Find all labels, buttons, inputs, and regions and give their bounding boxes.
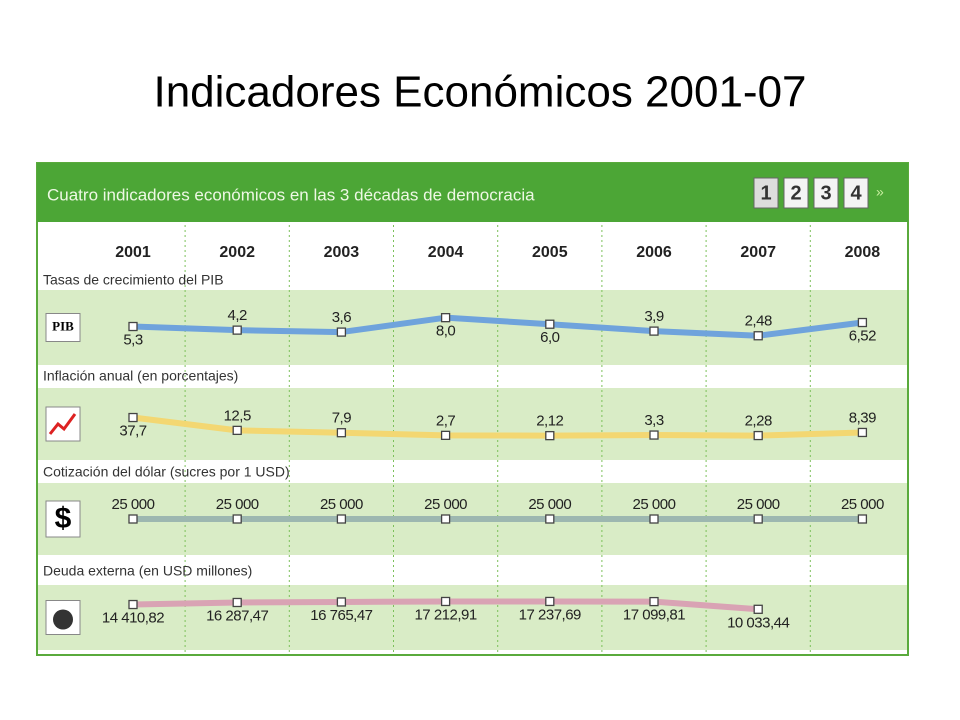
value-label: 10 033,44	[727, 614, 789, 631]
value-label: 17 237,69	[519, 606, 581, 623]
value-label: 17 212,91	[414, 606, 476, 623]
data-point	[753, 514, 763, 524]
year-label: 2008	[845, 244, 881, 261]
value-label: 25 000	[841, 496, 884, 513]
value-label: 7,9	[332, 410, 352, 427]
data-point	[128, 514, 138, 524]
year-label: 2006	[636, 244, 672, 261]
data-point	[232, 425, 242, 436]
data-point	[336, 428, 347, 438]
value-label: 25 000	[112, 496, 155, 513]
icon-box	[45, 313, 81, 342]
row-title: Tasas de crecimiento del PIB	[43, 272, 224, 288]
data-point	[336, 514, 347, 524]
data-point	[857, 317, 868, 328]
data-point	[753, 430, 763, 441]
data-point	[336, 327, 347, 337]
year-label: 2001	[115, 244, 151, 261]
page-title: Indicadores Económicos 2001-07	[153, 68, 806, 117]
value-label: 25 000	[528, 496, 571, 513]
value-label: 37,7	[119, 423, 146, 440]
data-point	[440, 596, 451, 607]
value-label: 2,7	[436, 412, 456, 429]
row-title: Cotización del dólar (sucres por 1 USD)	[43, 464, 290, 480]
year-label: 2003	[324, 244, 360, 261]
page-button-label[interactable]: 3	[820, 182, 831, 204]
data-point	[336, 597, 347, 607]
value-label: 5,3	[123, 331, 143, 348]
data-point	[440, 514, 451, 524]
page-button[interactable]	[783, 177, 809, 209]
row-band	[38, 585, 907, 650]
row-title: Inflación anual (en porcentajes)	[43, 368, 238, 384]
data-point	[545, 430, 555, 441]
value-label: 8,0	[436, 323, 456, 340]
panel-title: Cuatro indicadores económicos en las 3 d…	[47, 185, 535, 204]
value-label: 25 000	[424, 496, 467, 513]
page-button-label[interactable]: 4	[850, 182, 862, 204]
series-line	[132, 414, 863, 439]
value-label: 25 000	[633, 496, 676, 513]
year-label: 2007	[740, 244, 776, 261]
icon-text: PIB	[52, 318, 74, 333]
icon-box	[45, 406, 81, 442]
data-point	[232, 514, 242, 524]
year-label: 2004	[428, 244, 464, 261]
value-label: 6,0	[540, 329, 560, 346]
value-label: 25 000	[737, 496, 780, 513]
data-point	[649, 326, 659, 336]
value-label: 6,52	[849, 327, 876, 344]
data-point	[128, 412, 138, 423]
data-point	[545, 514, 555, 524]
data-point	[545, 596, 555, 607]
value-label: 12,5	[224, 407, 251, 424]
value-label: 16 765,47	[310, 607, 372, 624]
data-point	[232, 325, 242, 335]
page-button-label[interactable]: 1	[760, 182, 771, 204]
icon-bag	[53, 609, 73, 630]
series-line	[132, 314, 863, 339]
page-button[interactable]	[843, 177, 869, 209]
value-label: 2,12	[536, 413, 563, 430]
year-label: 2002	[219, 244, 255, 261]
row-title: Deuda externa (en USD millones)	[43, 563, 252, 579]
data-point	[649, 514, 659, 524]
value-label: 25 000	[320, 496, 363, 513]
data-point	[232, 597, 242, 608]
data-point	[545, 319, 555, 329]
data-point	[753, 331, 763, 341]
value-label: 14 410,82	[102, 609, 164, 626]
data-point	[857, 427, 868, 438]
year-label: 2005	[532, 244, 568, 261]
value-label: 2,48	[745, 313, 772, 330]
value-label: 3,9	[644, 308, 664, 325]
data-point	[753, 604, 763, 614]
data-point	[857, 514, 868, 524]
value-label: 3,6	[332, 309, 352, 326]
icon-text: $	[55, 502, 72, 535]
more-arrow: »	[876, 184, 884, 200]
value-label: 2,28	[745, 413, 772, 430]
data-point	[440, 313, 451, 323]
data-point	[128, 599, 138, 610]
page-button[interactable]	[813, 177, 839, 209]
data-point	[128, 321, 138, 332]
page-button-label[interactable]: 2	[790, 182, 801, 204]
icon-box	[45, 500, 81, 538]
page-button[interactable]	[753, 177, 779, 209]
value-label: 25 000	[216, 496, 259, 513]
value-label: 8,39	[849, 409, 876, 426]
data-point	[649, 430, 659, 440]
value-label: 16 287,47	[206, 607, 268, 624]
data-point	[649, 596, 659, 607]
data-point	[440, 430, 451, 441]
value-label: 17 099,81	[623, 607, 685, 624]
value-label: 4,2	[228, 307, 248, 324]
value-label: 3,3	[644, 412, 664, 429]
icon-graph	[48, 413, 77, 435]
